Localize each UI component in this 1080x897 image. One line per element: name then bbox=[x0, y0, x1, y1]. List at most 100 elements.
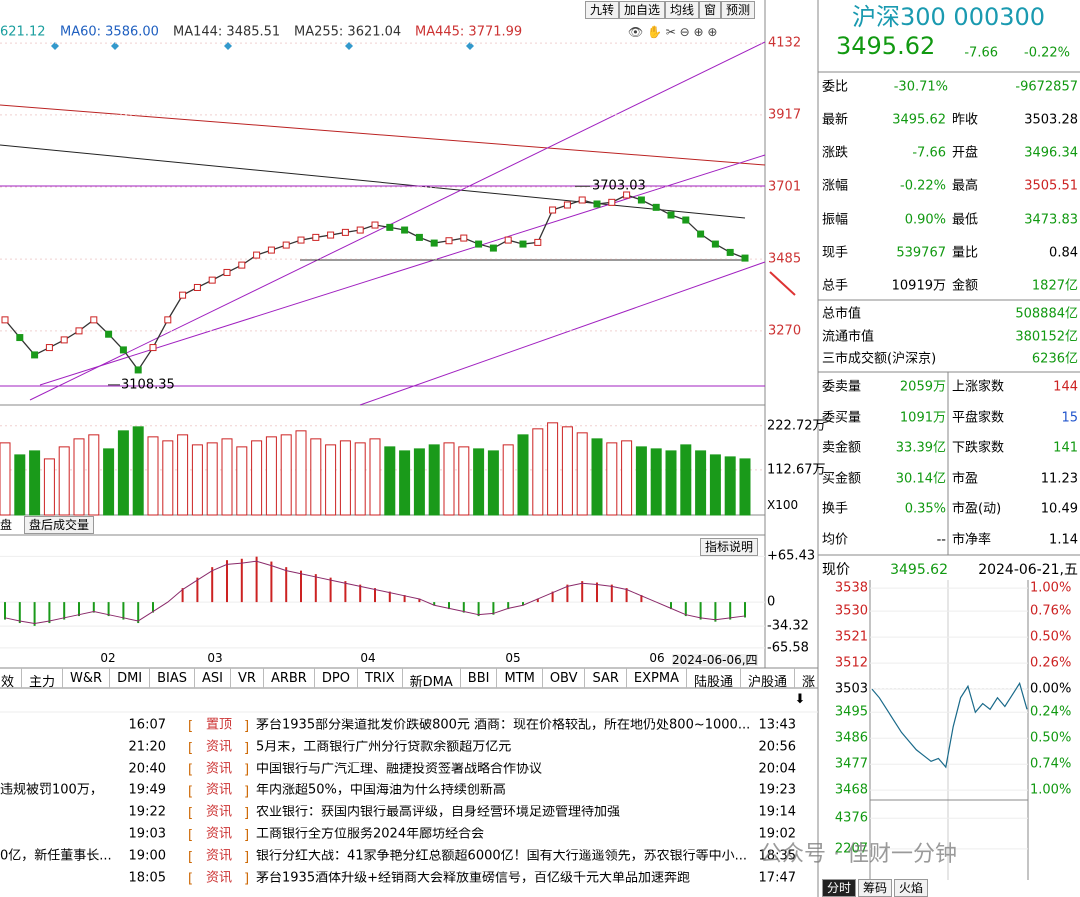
volume-bar bbox=[532, 428, 544, 516]
field-value: 11.23 bbox=[1040, 471, 1078, 487]
news-title[interactable]: 茅台1935部分渠道批发价跌破800元 酒商：现在价格较乱，所在地仍处800~1… bbox=[256, 718, 751, 732]
indicator-tab[interactable]: ARBR bbox=[264, 668, 315, 688]
candle bbox=[697, 230, 705, 238]
volume-bar bbox=[325, 444, 337, 516]
news-title[interactable]: 年内涨超50%，中国海油为什么持续创新高 bbox=[256, 783, 506, 797]
field-label: 涨幅 bbox=[822, 178, 849, 194]
toolbar-button[interactable]: 窗 bbox=[699, 1, 722, 19]
candle bbox=[534, 238, 542, 246]
news-title[interactable]: 农业银行：获国内银行最高评级，自身经营环境足迹管理待加强 bbox=[256, 805, 621, 819]
volume-bar bbox=[591, 438, 603, 516]
intraday-tick-label: 3512 bbox=[834, 655, 868, 671]
indicator-tab[interactable]: EXPMA bbox=[627, 668, 687, 688]
watermark: 公众号 · 佳财一分钟 bbox=[760, 842, 957, 867]
candle bbox=[549, 206, 557, 214]
intraday-pct-label: 0.00% bbox=[1030, 681, 1072, 697]
ma-legend: MA144: 3485.51 bbox=[173, 24, 281, 40]
volume-bar bbox=[310, 438, 322, 516]
bracket: ] bbox=[244, 828, 249, 843]
news-title[interactable]: 中国银行与广汽汇理、融捷投资签署战略合作协议 bbox=[256, 762, 543, 776]
volume-bar bbox=[103, 448, 115, 516]
candle bbox=[327, 231, 335, 239]
bracket: [ bbox=[188, 763, 193, 778]
candle bbox=[652, 203, 660, 211]
news-title[interactable]: 工商银行全方位服务2024年廊坊经合会 bbox=[256, 827, 485, 841]
toolbar-button[interactable]: 预测 bbox=[721, 1, 756, 19]
intraday-tick-label: 3530 bbox=[834, 603, 868, 619]
candle bbox=[164, 316, 172, 324]
news-time: 20:04 bbox=[758, 761, 796, 777]
bracket: ] bbox=[244, 741, 249, 756]
bottom-tab[interactable]: 筹码 bbox=[858, 879, 893, 897]
volume-tick-label: 112.67万 bbox=[767, 462, 826, 478]
field-label: 换手 bbox=[822, 501, 849, 517]
news-time: 13:43 bbox=[758, 717, 796, 733]
bottom-tab[interactable]: 分时 bbox=[822, 879, 857, 897]
indicator-tab[interactable]: W&R bbox=[63, 668, 111, 688]
panel-button[interactable]: 盘后成交量 bbox=[24, 516, 95, 534]
field-label: 总市值 bbox=[822, 306, 862, 322]
field-value: 3505.51 bbox=[1024, 178, 1078, 194]
cursor-date: 2024-06-06,四 bbox=[672, 653, 758, 667]
month-label: 04 bbox=[360, 651, 376, 665]
month-label: 05 bbox=[505, 651, 521, 665]
panel-button[interactable]: 盘 bbox=[0, 518, 13, 532]
ma-marker bbox=[345, 42, 353, 50]
volume-bar bbox=[680, 444, 692, 516]
candle bbox=[223, 268, 231, 276]
field-value: 144 bbox=[1053, 379, 1078, 395]
field-value: 10.49 bbox=[1040, 501, 1078, 517]
candle bbox=[682, 216, 690, 224]
volume-bar bbox=[665, 450, 677, 516]
candle bbox=[415, 233, 423, 241]
toolbar-button[interactable]: 九转 bbox=[585, 1, 620, 19]
intraday-pct-label: 0.74% bbox=[1030, 756, 1072, 772]
indicator-tab[interactable]: 效 bbox=[0, 668, 23, 688]
bottom-tab[interactable]: 火焰 bbox=[894, 879, 929, 897]
bracket: ] bbox=[244, 850, 249, 865]
indicator-tab[interactable]: DPO bbox=[315, 668, 358, 688]
indicator-tab[interactable]: VR bbox=[231, 668, 264, 688]
news-title[interactable]: 银行分红大战：41家争艳分红总额超6000亿！国有大行遥遥领先，苏农银行等中小.… bbox=[256, 849, 748, 863]
quote-title: 沪深300 000300 bbox=[852, 3, 1046, 31]
low-label: 3108.35 bbox=[121, 377, 175, 393]
ma-marker bbox=[224, 42, 232, 50]
toolbar-button[interactable]: 加自选 bbox=[619, 1, 666, 19]
quote-date: 2024-06-21,五 bbox=[978, 562, 1078, 578]
indicator-tab[interactable]: 陆股通 bbox=[687, 668, 741, 688]
field-value: 508884亿 bbox=[1015, 306, 1078, 322]
indicator-tab[interactable]: SAR bbox=[585, 668, 627, 688]
candle bbox=[341, 228, 349, 236]
toolbar-button[interactable]: 均线 bbox=[665, 1, 700, 19]
quote-change: -7.66 bbox=[964, 45, 998, 61]
indicator-tab[interactable]: MTM bbox=[497, 668, 543, 688]
candle bbox=[741, 254, 749, 262]
volume-bar bbox=[547, 422, 559, 516]
indicator-tab[interactable]: 沪股通 bbox=[741, 668, 796, 688]
macd-tick-label: 0 bbox=[767, 594, 776, 610]
svg-text:⬇: ⬇ bbox=[795, 692, 806, 707]
indicator-tab[interactable]: 涨 bbox=[795, 668, 818, 688]
volume-bar bbox=[576, 432, 588, 516]
field-label: 流通市值 bbox=[822, 329, 875, 344]
volume-bar bbox=[443, 442, 455, 516]
panel-button[interactable]: 指标说明 bbox=[700, 538, 759, 556]
news-title[interactable]: 5月末，工商银行广州分行贷款余额超万亿元 bbox=[256, 740, 512, 754]
candle bbox=[356, 226, 364, 234]
indicator-tab[interactable]: 新DMA bbox=[403, 668, 461, 688]
indicator-tab[interactable]: BIAS bbox=[150, 668, 196, 688]
field-label: 量比 bbox=[952, 245, 979, 261]
indicator-tab[interactable]: OBV bbox=[543, 668, 586, 688]
ma-legend: MA255: 3621.04 bbox=[294, 24, 402, 40]
indicator-tab[interactable]: TRIX bbox=[358, 668, 403, 688]
indicator-tab[interactable]: ASI bbox=[195, 668, 232, 688]
indicator-tab[interactable]: DMI bbox=[110, 668, 151, 688]
news-title[interactable]: 茅台1935酒体升级+经销商大会释放重磅信号，百亿级千元大单品加速奔跑 bbox=[256, 871, 690, 885]
candle bbox=[489, 244, 497, 252]
field-value: 3473.83 bbox=[1024, 212, 1078, 228]
candle bbox=[608, 198, 616, 206]
news-time: 18:35 bbox=[758, 848, 796, 864]
indicator-tab[interactable]: 主力 bbox=[22, 668, 64, 688]
indicator-tab[interactable]: BBI bbox=[461, 668, 498, 688]
